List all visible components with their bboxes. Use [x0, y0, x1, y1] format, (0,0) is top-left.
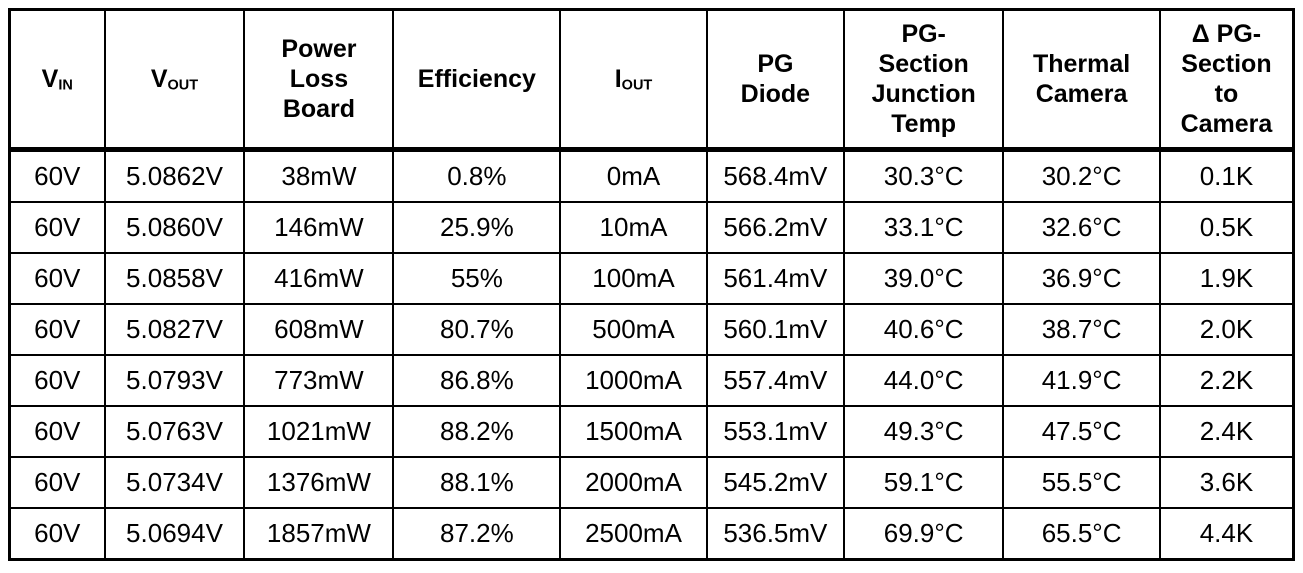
column-header-delta-pg-section-to-camera: Δ PG- Section to Camera — [1158, 8, 1295, 151]
table-cell: 5.0763V — [103, 405, 246, 458]
table-cell: 773mW — [243, 354, 395, 407]
vin-symbol: V — [41, 64, 59, 93]
table-cell: 5.0734V — [103, 456, 246, 509]
column-header-thermal-camera: Thermal Camera — [1002, 8, 1161, 151]
measurement-table: VIN VOUT Power Loss Board Efficiency IOU… — [8, 8, 1295, 561]
table-cell: 5.0827V — [103, 303, 246, 356]
table-cell: 59.1°C — [843, 456, 1005, 509]
table-cell: 60V — [8, 507, 106, 561]
vin-subscript: IN — [58, 77, 73, 94]
vout-symbol: V — [150, 64, 168, 93]
table-cell: 0.1K — [1158, 148, 1295, 203]
table-cell: 1500mA — [559, 405, 708, 458]
table-cell: 3.6K — [1158, 456, 1295, 509]
table-cell: 33.1°C — [843, 201, 1005, 254]
table-body: 60V 5.0862V 38mW 0.8% 0mA 568.4mV 30.3°C 30.2°C… — [8, 148, 1295, 561]
table-cell: 4.4K — [1158, 507, 1295, 561]
table-cell: 44.0°C — [843, 354, 1005, 407]
table-cell: 0.5K — [1158, 201, 1295, 254]
table-cell: 60V — [8, 201, 106, 254]
table-row: 60V 5.0694V 1857mW 87.2% 2500mA 536.5mV 69.9°C… — [8, 507, 1295, 561]
table-cell: 2.4K — [1158, 405, 1295, 458]
table-cell: 608mW — [243, 303, 395, 356]
table-cell: 536.5mV — [705, 507, 846, 561]
table-cell: 416mW — [243, 252, 395, 305]
table-cell: 41.9°C — [1002, 354, 1161, 407]
table-cell: 38.7°C — [1002, 303, 1161, 356]
table-cell: 1.9K — [1158, 252, 1295, 305]
table-cell: 500mA — [559, 303, 708, 356]
table-cell: 566.2mV — [705, 201, 846, 254]
table-cell: 560.1mV — [705, 303, 846, 356]
column-header-vin: VIN — [8, 8, 106, 151]
table-cell: 1021mW — [243, 405, 395, 458]
table-cell: 69.9°C — [843, 507, 1005, 561]
page-body: VIN VOUT Power Loss Board Efficiency IOU… — [8, 8, 1295, 561]
table-cell: 146mW — [243, 201, 395, 254]
table-row: 60V 5.0862V 38mW 0.8% 0mA 568.4mV 30.3°C 30.2°C… — [8, 148, 1295, 203]
table-cell: 2000mA — [559, 456, 708, 509]
table-cell: 30.2°C — [1002, 148, 1161, 203]
table-cell: 0mA — [559, 148, 708, 203]
table-cell: 65.5°C — [1002, 507, 1161, 561]
table-row: 60V 5.0734V 1376mW 88.1% 2000mA 545.2mV 59.1°C… — [8, 456, 1295, 509]
table-cell: 49.3°C — [843, 405, 1005, 458]
table-cell: 5.0694V — [103, 507, 246, 561]
column-header-pg-diode: PG Diode — [705, 8, 846, 151]
table-cell: 39.0°C — [843, 252, 1005, 305]
table-cell: 1376mW — [243, 456, 395, 509]
iout-symbol: I — [614, 64, 622, 93]
table-cell: 1000mA — [559, 354, 708, 407]
table-cell: 88.1% — [392, 456, 562, 509]
column-header-iout: IOUT — [559, 8, 708, 151]
table-cell: 60V — [8, 303, 106, 356]
table-row: 60V 5.0763V 1021mW 88.2% 1500mA 553.1mV 49.3°C… — [8, 405, 1295, 458]
column-header-power-loss-board: Power Loss Board — [243, 8, 395, 151]
table-cell: 5.0793V — [103, 354, 246, 407]
table-cell: 60V — [8, 405, 106, 458]
table-row: 60V 5.0793V 773mW 86.8% 1000mA 557.4mV 44.0°C 4… — [8, 354, 1295, 407]
table-cell: 25.9% — [392, 201, 562, 254]
table-cell: 2500mA — [559, 507, 708, 561]
table-cell: 2.0K — [1158, 303, 1295, 356]
table-cell: 2.2K — [1158, 354, 1295, 407]
table-cell: 60V — [8, 148, 106, 203]
table-cell: 60V — [8, 456, 106, 509]
column-header-vout: VOUT — [103, 8, 246, 151]
table-row: 60V 5.0860V 146mW 25.9% 10mA 566.2mV 33.1°C 32.… — [8, 201, 1295, 254]
table-cell: 5.0862V — [103, 148, 246, 203]
table-cell: 553.1mV — [705, 405, 846, 458]
table-cell: 86.8% — [392, 354, 562, 407]
table-cell: 47.5°C — [1002, 405, 1161, 458]
iout-subscript: OUT — [621, 77, 653, 94]
table-cell: 5.0858V — [103, 252, 246, 305]
table-cell: 55% — [392, 252, 562, 305]
table-cell: 80.7% — [392, 303, 562, 356]
table-cell: 5.0860V — [103, 201, 246, 254]
table-cell: 0.8% — [392, 148, 562, 203]
table-cell: 55.5°C — [1002, 456, 1161, 509]
table-cell: 100mA — [559, 252, 708, 305]
table-cell: 10mA — [559, 201, 708, 254]
table-cell: 88.2% — [392, 405, 562, 458]
table-cell: 568.4mV — [705, 148, 846, 203]
table-cell: 545.2mV — [705, 456, 846, 509]
table-cell: 40.6°C — [843, 303, 1005, 356]
table-cell: 1857mW — [243, 507, 395, 561]
table-cell: 557.4mV — [705, 354, 846, 407]
table-cell: 87.2% — [392, 507, 562, 561]
column-header-pg-section-junction-temp: PG- Section Junction Temp — [843, 8, 1005, 151]
table-cell: 60V — [8, 354, 106, 407]
table-cell: 30.3°C — [843, 148, 1005, 203]
table-cell: 38mW — [243, 148, 395, 203]
table-cell: 32.6°C — [1002, 201, 1161, 254]
column-header-efficiency: Efficiency — [392, 8, 562, 151]
table-row: 60V 5.0827V 608mW 80.7% 500mA 560.1mV 40.6°C 38… — [8, 303, 1295, 356]
vout-subscript: OUT — [167, 77, 199, 94]
table-row: 60V 5.0858V 416mW 55% 100mA 561.4mV 39.0°C 36.9… — [8, 252, 1295, 305]
header-row: VIN VOUT Power Loss Board Efficiency IOU… — [8, 8, 1295, 151]
table-cell: 60V — [8, 252, 106, 305]
table-cell: 36.9°C — [1002, 252, 1161, 305]
table-cell: 561.4mV — [705, 252, 846, 305]
